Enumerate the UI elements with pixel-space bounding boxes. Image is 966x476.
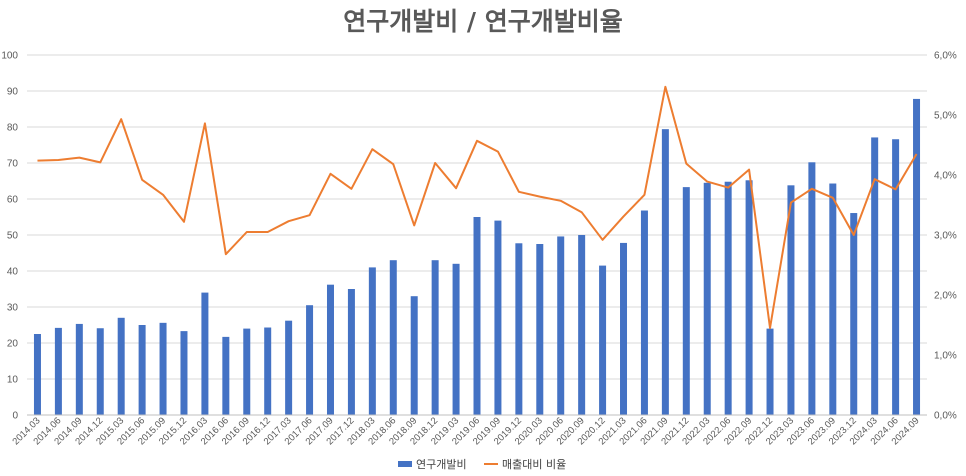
bar bbox=[54, 327, 62, 415]
bar bbox=[201, 292, 209, 415]
bar bbox=[640, 210, 648, 415]
bar bbox=[850, 213, 858, 415]
line-series bbox=[37, 85, 918, 329]
bar bbox=[787, 185, 795, 415]
bar bbox=[808, 162, 816, 415]
right-tick-label: 6,0% bbox=[934, 51, 957, 62]
bar bbox=[682, 187, 690, 415]
bar bbox=[913, 98, 921, 416]
right-tick-label: 0,0% bbox=[934, 411, 957, 422]
bar bbox=[661, 129, 669, 415]
bar bbox=[473, 217, 481, 415]
bar bbox=[766, 328, 774, 415]
bar bbox=[264, 327, 272, 415]
left-tick-label: 90 bbox=[7, 87, 19, 98]
bar-series bbox=[33, 98, 921, 416]
right-tick-label: 2,0% bbox=[934, 291, 957, 302]
left-tick-label: 50 bbox=[7, 231, 19, 242]
bar bbox=[96, 328, 104, 415]
bar bbox=[243, 328, 251, 415]
bar bbox=[347, 289, 355, 415]
bar bbox=[180, 331, 188, 415]
bar bbox=[703, 182, 711, 415]
bar bbox=[536, 244, 544, 415]
chart-title: 연구개발비 / 연구개발비율 bbox=[343, 7, 623, 36]
bar bbox=[724, 181, 732, 415]
legend-label-line: 매출대비 비율 bbox=[502, 458, 566, 471]
right-axis-ticks: 0,0% 1,0% 2,0% 3,0% 4,0% 5,0% 6,0% bbox=[934, 51, 957, 422]
bar bbox=[389, 260, 397, 415]
right-tick-label: 5,0% bbox=[934, 111, 957, 122]
left-tick-label: 60 bbox=[7, 195, 19, 206]
bar bbox=[892, 139, 900, 416]
bar bbox=[326, 284, 334, 415]
bar bbox=[557, 236, 565, 415]
right-tick-label: 1,0% bbox=[934, 351, 957, 362]
bar bbox=[578, 235, 586, 415]
left-tick-label: 80 bbox=[7, 123, 19, 134]
bar bbox=[599, 265, 607, 415]
legend-label-bar: 연구개발비 bbox=[416, 458, 467, 471]
left-axis-ticks: 0 10 20 30 40 50 60 70 80 90 100 bbox=[1, 51, 18, 422]
legend: 연구개발비 매출대비 비율 bbox=[398, 458, 566, 471]
left-tick-label: 30 bbox=[7, 303, 19, 314]
bar bbox=[452, 263, 460, 415]
left-tick-label: 20 bbox=[7, 339, 19, 350]
right-tick-label: 4,0% bbox=[934, 171, 957, 182]
bar bbox=[285, 320, 293, 415]
left-tick-label: 70 bbox=[7, 159, 19, 170]
bar bbox=[222, 336, 230, 415]
bar bbox=[494, 220, 502, 415]
right-tick-label: 3,0% bbox=[934, 231, 957, 242]
bar bbox=[745, 180, 753, 415]
left-tick-label: 0 bbox=[12, 411, 18, 422]
bar bbox=[117, 317, 125, 415]
bar bbox=[620, 242, 628, 415]
bar bbox=[431, 260, 439, 415]
left-tick-label: 10 bbox=[7, 375, 19, 386]
bar bbox=[871, 137, 879, 415]
bar bbox=[33, 334, 41, 415]
bar bbox=[829, 183, 837, 415]
bar bbox=[410, 296, 418, 415]
bar bbox=[306, 305, 314, 415]
bar bbox=[138, 325, 146, 415]
bar bbox=[75, 323, 83, 415]
bar bbox=[368, 267, 376, 415]
line-path bbox=[37, 85, 918, 329]
bar bbox=[515, 243, 523, 415]
legend-swatch-bar bbox=[398, 461, 412, 467]
bar bbox=[159, 322, 167, 415]
left-tick-label: 100 bbox=[1, 51, 18, 62]
left-tick-label: 40 bbox=[7, 267, 19, 278]
